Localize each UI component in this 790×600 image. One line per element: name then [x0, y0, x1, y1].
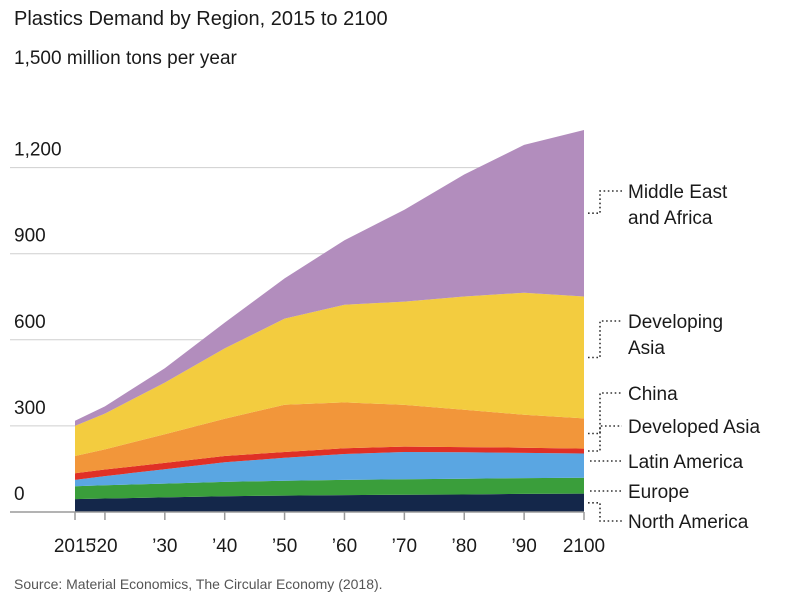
x-tick-label: ’90	[511, 536, 536, 557]
legend-label: Developing	[628, 312, 723, 333]
x-tick-label: ’80	[452, 536, 477, 557]
legend-latin-america: Latin America	[590, 452, 744, 473]
y-tick-label: 900	[14, 226, 46, 247]
legend-label: Developed Asia	[628, 417, 760, 438]
leader-line	[588, 392, 622, 435]
x-tick-label: ’20	[92, 536, 117, 557]
legend-developing-asia: Developing Asia	[588, 312, 723, 359]
legend-label: Latin America	[628, 452, 744, 473]
source-note: Source: Material Economics, The Circular…	[14, 576, 383, 592]
x-tick-label: ’50	[272, 536, 297, 557]
area-china	[75, 402, 584, 474]
x-tick-label: ’60	[332, 536, 357, 557]
legend-developed-asia: Developed Asia	[588, 417, 760, 452]
leader-line	[588, 425, 622, 452]
chart-title: Plastics Demand by Region, 2015 to 2100	[14, 8, 388, 30]
x-tick-label: ’40	[212, 536, 237, 557]
leader-line	[588, 502, 622, 522]
x-tick-label: ’70	[392, 536, 417, 557]
area-middle-east-and-africa	[75, 130, 584, 426]
legend-middle-east-and-africa: Middle East and Africa	[588, 182, 728, 229]
legend-label: North America	[628, 512, 749, 533]
legend-label: Middle East	[628, 182, 728, 203]
leader-line	[588, 320, 622, 359]
stacked-areas	[75, 130, 584, 512]
chart-subtitle: 1,500 million tons per year	[14, 48, 237, 69]
area-developed-asia	[75, 446, 584, 480]
y-axis-labels: 0 300 600 900 1,200	[14, 140, 62, 505]
x-axis: 2015’20 ’30 ’40 ’50 ’60 ’70 ’80 ’90 2100	[10, 511, 605, 557]
area-europe	[75, 477, 584, 500]
area-developing-asia	[75, 292, 584, 456]
x-tick-label: 2015	[54, 536, 96, 557]
legend-europe: Europe	[590, 482, 689, 503]
x-tick-label: 2100	[563, 536, 605, 557]
legend-label: Asia	[628, 338, 665, 359]
series-legend: Middle East and Africa Developing Asia China…	[588, 182, 760, 533]
legend-china: China	[588, 384, 678, 435]
legend-north-america: North America	[588, 502, 749, 533]
y-tick-label: 1,200	[14, 140, 62, 161]
legend-label: China	[628, 384, 678, 405]
y-tick-label: 600	[14, 312, 46, 333]
legend-label: Europe	[628, 482, 689, 503]
y-tick-label: 300	[14, 398, 46, 419]
legend-label: and Africa	[628, 208, 713, 229]
x-tick-label: ’30	[152, 536, 177, 557]
leader-line	[588, 190, 622, 214]
area-latin-america	[75, 452, 584, 487]
area-north-america	[75, 493, 584, 512]
y-tick-label: 0	[14, 484, 25, 505]
